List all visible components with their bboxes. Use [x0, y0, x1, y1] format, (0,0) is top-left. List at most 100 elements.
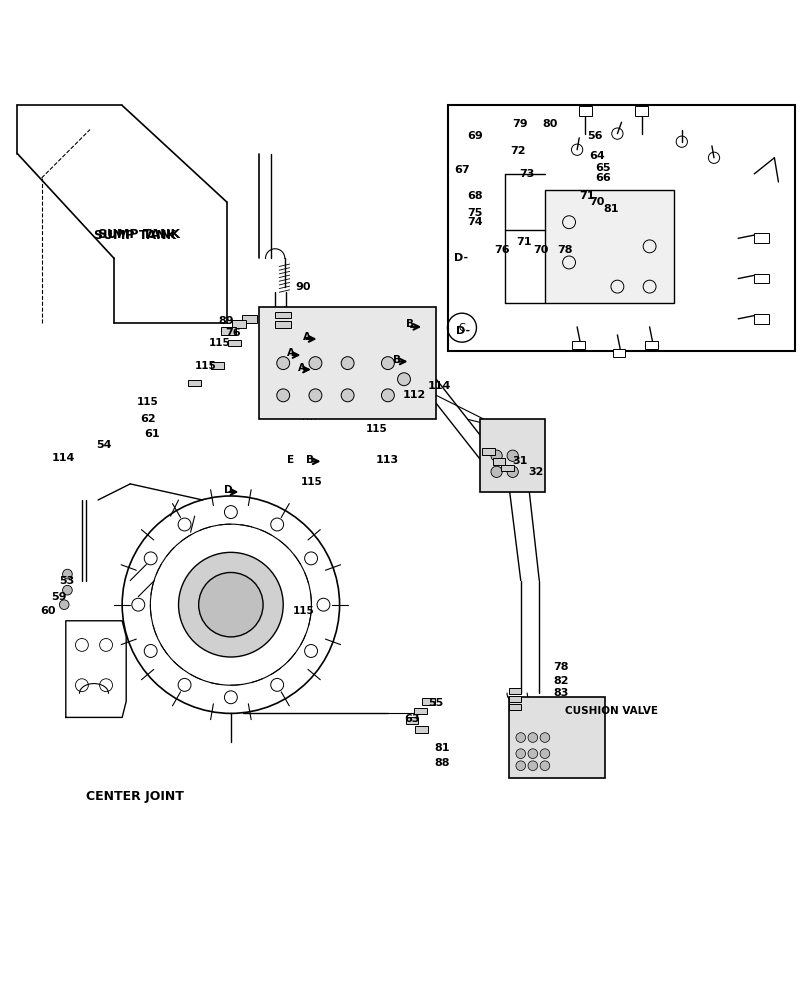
Text: SUMP TANK: SUMP TANK [98, 228, 180, 241]
Circle shape [277, 357, 289, 370]
Circle shape [225, 691, 238, 704]
Text: 89: 89 [219, 316, 234, 326]
Text: 79: 79 [513, 119, 528, 129]
Text: 80: 80 [542, 119, 558, 129]
Bar [501, 465, 514, 471]
Circle shape [540, 761, 549, 771]
Text: CUSHION VALVE: CUSHION VALVE [565, 706, 658, 716]
Text: 83: 83 [553, 688, 568, 698]
Circle shape [540, 733, 549, 742]
Bar [276, 321, 291, 328]
Text: 32: 32 [528, 467, 544, 477]
Circle shape [317, 598, 330, 611]
Circle shape [491, 466, 503, 477]
Text: D: D [224, 485, 232, 495]
Circle shape [507, 466, 519, 477]
Text: B: B [305, 455, 314, 465]
Bar [188, 380, 201, 386]
Bar [422, 698, 435, 705]
Text: 115: 115 [366, 424, 388, 434]
Circle shape [59, 600, 69, 610]
Text: 115: 115 [301, 477, 322, 487]
Circle shape [341, 389, 354, 402]
Text: 62: 62 [140, 414, 155, 424]
Text: 61: 61 [145, 429, 160, 439]
Text: 115: 115 [292, 606, 314, 616]
Text: 115: 115 [209, 338, 231, 348]
Bar [242, 315, 257, 323]
Text: 78: 78 [557, 245, 573, 255]
Text: 69: 69 [467, 131, 482, 141]
Text: 56: 56 [587, 131, 603, 141]
Text: D-: D- [457, 326, 470, 336]
Bar [232, 320, 246, 328]
Bar [406, 717, 419, 724]
Text: 76: 76 [225, 328, 241, 338]
Bar [572, 341, 585, 349]
Bar [482, 448, 495, 455]
Text: 74: 74 [467, 217, 482, 227]
Bar [510, 688, 521, 694]
Bar [221, 327, 236, 335]
Text: D-: D- [454, 253, 468, 263]
Text: 70: 70 [532, 245, 548, 255]
Text: 65: 65 [595, 163, 611, 173]
Circle shape [540, 749, 549, 758]
Text: 82: 82 [553, 676, 569, 686]
Text: A: A [302, 332, 310, 342]
Bar [493, 458, 506, 465]
Circle shape [341, 357, 354, 370]
Circle shape [199, 572, 263, 637]
Text: 60: 60 [40, 606, 56, 616]
Circle shape [178, 518, 191, 531]
Circle shape [516, 733, 525, 742]
Text: A: A [297, 363, 305, 373]
Bar [448, 105, 794, 351]
Text: SUMP TANK: SUMP TANK [94, 229, 176, 242]
Circle shape [305, 645, 318, 657]
Bar [414, 708, 427, 714]
Bar [510, 696, 521, 702]
Circle shape [528, 761, 537, 771]
Bar [510, 704, 521, 710]
Circle shape [178, 678, 191, 691]
Circle shape [179, 552, 284, 657]
Circle shape [277, 389, 289, 402]
Circle shape [516, 749, 525, 758]
Text: 71: 71 [579, 191, 595, 201]
Circle shape [528, 733, 537, 742]
Text: 55: 55 [428, 698, 444, 708]
Circle shape [491, 450, 503, 461]
Text: 78: 78 [553, 662, 569, 672]
Text: 66: 66 [595, 173, 612, 183]
Text: 31: 31 [513, 456, 528, 466]
Text: 59: 59 [52, 592, 67, 602]
Text: 53: 53 [59, 576, 74, 586]
Text: 115: 115 [137, 397, 158, 407]
Bar [276, 312, 291, 318]
Circle shape [271, 678, 284, 691]
Text: 112: 112 [402, 390, 426, 400]
Circle shape [62, 585, 72, 595]
Circle shape [271, 518, 284, 531]
Bar [645, 341, 658, 349]
Circle shape [309, 389, 322, 402]
Bar [211, 362, 224, 369]
Text: 71: 71 [517, 237, 532, 247]
Text: 81: 81 [604, 204, 619, 214]
Text: 68: 68 [467, 191, 482, 201]
Text: E: E [287, 455, 294, 465]
Bar [635, 106, 648, 116]
Circle shape [381, 357, 394, 370]
Text: 90: 90 [295, 282, 311, 292]
Bar [579, 106, 591, 116]
Circle shape [398, 373, 410, 386]
Circle shape [528, 749, 537, 758]
Circle shape [132, 598, 145, 611]
Circle shape [145, 552, 157, 565]
Text: CENTER JOINT: CENTER JOINT [86, 790, 183, 803]
Bar [415, 726, 428, 733]
Circle shape [62, 569, 72, 579]
Circle shape [145, 645, 157, 657]
Text: 75: 75 [467, 208, 482, 218]
